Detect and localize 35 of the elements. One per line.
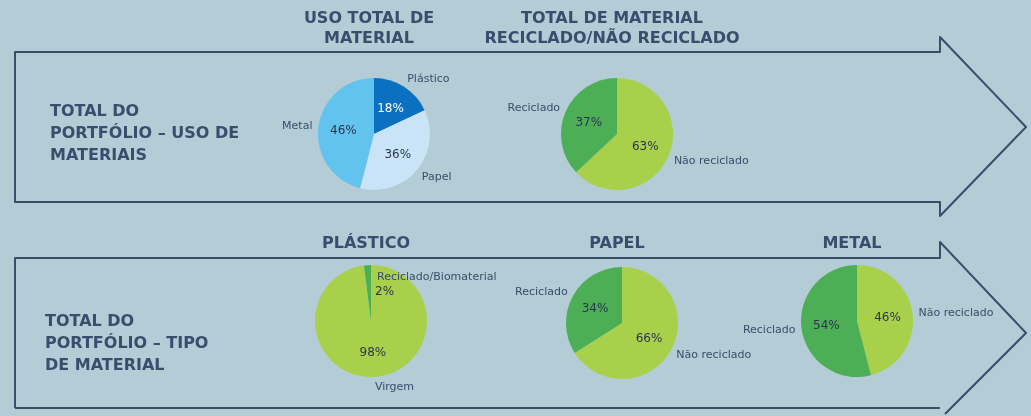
slice-label: Reciclado: [507, 101, 561, 115]
slice-label: Reciclado: [742, 322, 796, 336]
slice-label: Metal: [282, 119, 313, 133]
pie-slice: [566, 267, 622, 354]
chart-title: TOTAL DE MATERIAL RECICLADO/NÃO RECICLADO: [483, 8, 741, 48]
chart-title: USO TOTAL DE MATERIAL: [302, 8, 436, 48]
pie-slice: [857, 265, 913, 376]
slice-label: Não reciclado: [676, 348, 752, 362]
data-label: 46%: [330, 123, 357, 138]
pie-slice: [318, 78, 374, 189]
data-label: 63%: [631, 139, 659, 154]
chart-title: PAPEL: [588, 233, 646, 253]
data-label: 18%: [377, 100, 404, 115]
slice-label: Reciclado: [515, 284, 568, 298]
data-label: 98%: [359, 344, 387, 359]
slice-label: Papel: [421, 169, 452, 183]
text: TOTAL DO PORTFÓLIO – TIPO DE MATERIAL: [45, 310, 210, 376]
chart-title: PLÁSTICO: [320, 233, 411, 253]
data-label: 34%: [581, 301, 609, 316]
slice-label: Não reciclado: [918, 306, 994, 320]
pie-slice: [574, 267, 678, 379]
slice-label: Não reciclado: [673, 153, 750, 167]
pie-slice: [576, 78, 673, 190]
pie-slice: [561, 78, 617, 173]
chart-title: METAL: [821, 233, 883, 253]
data-label: 66%: [635, 330, 663, 345]
data-label: 54%: [813, 317, 840, 332]
data-label: 36%: [384, 146, 412, 161]
data-label: 46%: [874, 310, 901, 325]
text: TOTAL DO PORTFÓLIO – USO DE MATERIAIS: [50, 100, 240, 166]
pie-slice: [801, 265, 871, 377]
slice-label: Plástico: [407, 71, 450, 85]
data-label: 2%: [375, 284, 395, 299]
slice-label: Virgem: [374, 380, 415, 394]
data-label: 37%: [575, 114, 603, 129]
